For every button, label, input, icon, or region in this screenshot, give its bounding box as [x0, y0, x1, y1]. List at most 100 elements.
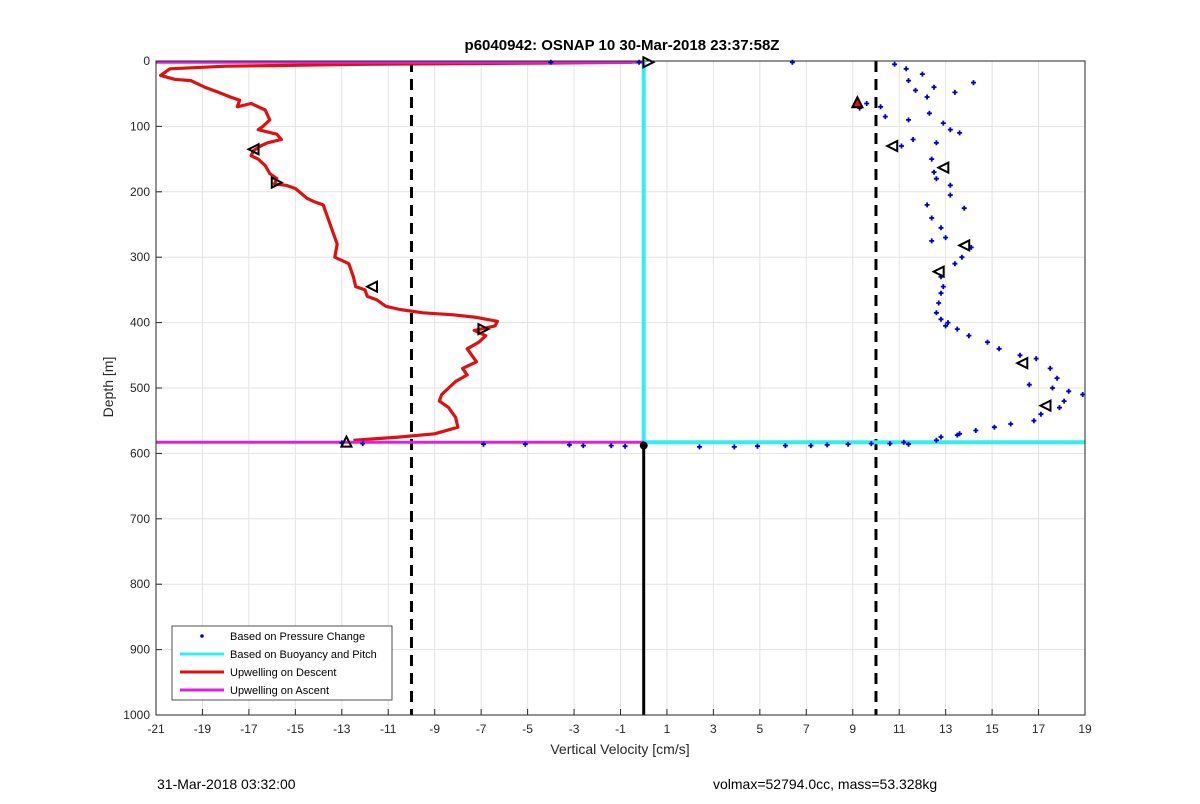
legend-label-pressure: Based on Pressure Change — [230, 631, 365, 643]
pressure-point — [845, 441, 851, 447]
pressure-point — [940, 120, 946, 126]
pressure-point — [954, 432, 960, 438]
pressure-point — [919, 71, 925, 77]
y-tick-label: 600 — [130, 446, 150, 460]
pressure-point — [947, 182, 953, 188]
x-tick-label: -17 — [240, 722, 258, 736]
pressure-point — [971, 80, 976, 86]
pressure-point — [906, 78, 911, 84]
legend-box — [171, 625, 393, 701]
pressure-point — [899, 143, 904, 149]
footer-volmax-mass: volmax=52794.0cc, mass=53.328kg — [713, 776, 937, 792]
pressure-point — [966, 333, 972, 339]
pressure-point — [952, 89, 958, 95]
marker-triangle-left — [1038, 399, 1052, 413]
pressure-point — [608, 443, 614, 449]
legend-label-buoyancy: Based on Buoyancy and Pitch — [230, 649, 377, 661]
pressure-point — [824, 442, 830, 448]
pressure-point — [481, 441, 486, 447]
pressure-point — [1008, 421, 1014, 427]
pressure-point — [943, 235, 949, 241]
pressure-point — [910, 137, 916, 142]
y-tick-label: 100 — [130, 119, 150, 133]
marker-triangle-left — [931, 264, 945, 279]
pressure-point — [1026, 382, 1032, 388]
marker-triangle-up — [339, 434, 354, 448]
pressure-point — [1080, 392, 1086, 397]
pressure-point — [1057, 405, 1062, 411]
pressure-point — [1031, 418, 1037, 424]
marker-triangle-left — [884, 139, 899, 153]
pressure-point — [901, 439, 907, 445]
marker-triangle-left — [364, 280, 378, 294]
pressure-point — [938, 316, 944, 322]
pressure-point — [929, 156, 935, 162]
pressure-point — [924, 202, 930, 208]
y-tick-label: 900 — [130, 643, 150, 657]
x-tick-label: 3 — [710, 722, 717, 736]
legend-swatch-pressure — [200, 634, 204, 638]
pressure-point — [580, 443, 586, 449]
marker-triangle-left — [936, 160, 950, 175]
pressure-point — [931, 169, 937, 175]
y-tick-label: 200 — [130, 185, 150, 199]
y-tick-label: 1000 — [123, 708, 150, 722]
pressure-point — [996, 346, 1002, 352]
pressure-point — [924, 94, 930, 100]
x-tick-label: 11 — [893, 722, 906, 736]
x-tick-label: -15 — [287, 722, 305, 736]
x-tick-label: 13 — [939, 722, 953, 736]
pressure-point — [938, 225, 944, 231]
x-tick-label: -5 — [522, 722, 533, 736]
x-tick-label: -13 — [333, 722, 351, 736]
x-tick-label: 15 — [985, 722, 999, 736]
marker-triangle-right — [270, 176, 285, 190]
x-tick-label: -3 — [569, 722, 580, 736]
pressure-point — [1047, 365, 1053, 371]
y-tick-label: 800 — [130, 577, 150, 591]
chart-title: p6040942: OSNAP 10 30-Mar-2018 23:37:58Z — [465, 37, 780, 54]
pressure-point — [938, 434, 944, 440]
pressure-point — [906, 117, 911, 123]
marker-triangle-right — [642, 55, 656, 69]
x-tick-label: 9 — [849, 722, 856, 736]
pressure-point — [943, 323, 949, 329]
y-tick-label: 700 — [130, 512, 150, 526]
pressure-point — [906, 441, 911, 447]
pressure-point — [947, 127, 953, 133]
pressure-point — [940, 284, 946, 290]
pressure-point — [961, 205, 967, 211]
pressure-point — [945, 320, 951, 326]
pressure-point — [1066, 388, 1072, 394]
x-tick-label: -7 — [476, 722, 487, 736]
marker-triangle-left — [956, 238, 971, 253]
pressure-point — [913, 87, 918, 93]
pressure-point — [929, 238, 935, 244]
pressure-point — [808, 443, 814, 449]
x-tick-label: -9 — [429, 722, 440, 736]
pressure-point — [864, 101, 870, 106]
y-axis-label: Depth [m] — [100, 357, 116, 418]
x-tick-label: -1 — [615, 722, 626, 736]
pressure-point — [926, 110, 932, 116]
descent-line — [159, 60, 633, 442]
pressure-point — [622, 443, 628, 449]
pressure-point — [697, 444, 702, 450]
pressure-point — [360, 441, 366, 447]
marker-triangle-left — [246, 142, 260, 156]
pressure-point — [1061, 398, 1067, 404]
x-tick-label: 7 — [803, 722, 810, 736]
x-tick-label: 19 — [1078, 722, 1092, 736]
y-tick-label: 300 — [130, 250, 150, 264]
pressure-point — [882, 114, 888, 120]
pressure-point — [931, 84, 937, 90]
pressure-point — [985, 339, 990, 345]
y-tick-label: 500 — [130, 381, 150, 395]
pressure-point — [1054, 375, 1060, 381]
pressure-point — [566, 442, 572, 448]
pressure-point — [936, 300, 942, 306]
x-tick-label: -21 — [147, 722, 165, 736]
pressure-point — [782, 443, 788, 449]
x-axis-label: Vertical Velocity [cm/s] — [550, 741, 689, 757]
